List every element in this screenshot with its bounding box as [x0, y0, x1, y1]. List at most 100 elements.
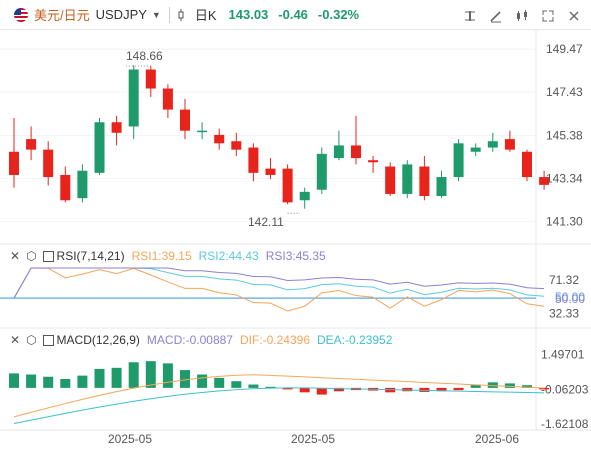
- macd-histogram-bar: [282, 387, 293, 390]
- macd-legend: ✕ ⬡ MACD(12,26,9) MACD:-0.00887 DIF:-0.2…: [0, 331, 399, 349]
- chart-type-icon[interactable]: [512, 6, 531, 25]
- time-tick-label: 2025-05: [291, 432, 335, 446]
- pair-name[interactable]: 美元/日元: [34, 8, 90, 23]
- candle-body: [128, 69, 139, 127]
- time-tick-label: 2025-05: [108, 432, 152, 446]
- price-tick-label: 147.43: [546, 85, 583, 99]
- candle-body: [77, 170, 88, 199]
- macd-histogram-bar: [9, 373, 19, 388]
- candle-body: [9, 151, 19, 175]
- chart-header: 美元/日元 USDJPY ▼ 日K 143.03 -0.46 -0.32%: [0, 0, 591, 30]
- macd-histogram-bar: [487, 382, 498, 388]
- dif-value: DIF:-0.24396: [239, 333, 311, 347]
- rsi-current-label: 50.00: [555, 292, 585, 306]
- macd-histogram-bar: [316, 387, 327, 395]
- price-axis: 149.47 147.43 145.38 143.34 141.30: [546, 42, 583, 228]
- candle-body: [214, 134, 225, 144]
- candle-body: [180, 109, 190, 131]
- macd-histogram-bar: [453, 387, 464, 391]
- macd-histogram-bar: [77, 375, 88, 388]
- macd-histogram-bar: [539, 387, 550, 390]
- macd-histogram-bar: [145, 361, 156, 388]
- candle-body: [60, 174, 71, 201]
- candle-body: [282, 168, 293, 203]
- candle-body: [333, 145, 344, 159]
- candle-body: [453, 143, 464, 178]
- high-annotation: 148.66: [126, 49, 163, 63]
- last-price: 143.03: [228, 7, 269, 22]
- candlestick-series: [9, 65, 550, 214]
- macd-panel: 1.49701 -0.06203 -1.62108: [9, 348, 589, 431]
- macd-tick-label: -0.06203: [541, 382, 589, 396]
- dea-line: [13, 387, 545, 425]
- candle-body: [504, 139, 515, 150]
- macd-histogram-bar: [26, 374, 37, 388]
- price-change-percent: -0.32%: [317, 7, 360, 22]
- indicator-checkbox[interactable]: [42, 250, 54, 262]
- rsi1-value: RSI1:39.15: [131, 249, 192, 263]
- price-change: -0.46: [278, 7, 308, 22]
- macd-histogram-bar: [214, 377, 225, 388]
- macd-tick-label: -1.62108: [541, 417, 589, 431]
- macd-histogram-bar: [299, 387, 310, 393]
- candle-body: [351, 145, 361, 159]
- toolbar: [460, 6, 583, 25]
- rsi2-value: RSI2:44.43: [198, 249, 259, 263]
- us-flag-icon: [14, 7, 28, 22]
- rsi3-value: RSI3:45.35: [265, 249, 326, 263]
- close-icon[interactable]: [564, 6, 583, 25]
- price-tick-label: 149.47: [546, 42, 583, 56]
- candle-body: [265, 168, 276, 175]
- draw-pen-icon[interactable]: [486, 6, 505, 25]
- macd-histogram-bar: [436, 387, 447, 392]
- macd-histogram-bar: [197, 374, 208, 388]
- candle-body: [162, 88, 173, 110]
- chevron-down-icon[interactable]: ▼: [151, 9, 161, 20]
- candle-body: [26, 139, 37, 150]
- low-annotation: 142.11: [248, 215, 284, 229]
- macd-histogram-bar: [470, 384, 481, 388]
- settings-icon[interactable]: ⬡: [26, 333, 37, 347]
- macd-histogram-bar: [162, 363, 173, 388]
- candle-body: [43, 149, 54, 178]
- macd-label: MACD(12,26,9): [56, 333, 140, 347]
- candlestick-icon[interactable]: [178, 8, 192, 21]
- macd-histogram-bar: [60, 378, 71, 388]
- macd-histogram-bar: [180, 370, 190, 388]
- grid: [0, 30, 591, 430]
- candle-body: [487, 141, 498, 148]
- fullscreen-icon[interactable]: [538, 6, 557, 25]
- candle-body: [419, 166, 430, 197]
- symbol-code[interactable]: USDJPY: [95, 7, 147, 22]
- candle-body: [385, 166, 396, 194]
- candle-body: [299, 191, 310, 201]
- rsi3-line: [13, 267, 545, 299]
- candle-body: [231, 141, 242, 150]
- macd-histogram-bar: [231, 381, 242, 388]
- indicator-settings-icon[interactable]: [460, 6, 479, 25]
- candle-body: [436, 177, 447, 197]
- candle-body: [94, 122, 105, 173]
- close-icon[interactable]: ✕: [10, 333, 21, 347]
- price-tick-label: 141.30: [546, 214, 583, 228]
- macd-histogram-bar: [111, 367, 122, 388]
- macd-histogram-bar: [522, 385, 532, 388]
- dea-value: DEA:-0.23952: [317, 333, 393, 347]
- dif-line: [13, 374, 545, 418]
- rsi1-line: [13, 267, 545, 312]
- settings-icon[interactable]: ⬡: [26, 249, 37, 263]
- rsi-tick-label: 32.33: [549, 306, 579, 320]
- macd-histogram-bar: [94, 368, 105, 388]
- candle-body: [145, 69, 156, 89]
- rsi-current-label: 50.00: [555, 290, 585, 304]
- indicator-checkbox[interactable]: [42, 334, 54, 346]
- close-icon[interactable]: ✕: [10, 249, 21, 263]
- candle-body: [368, 160, 379, 163]
- divider: [168, 6, 170, 23]
- time-tick-label: 2025-06: [475, 432, 519, 446]
- macd-value: MACD:-0.00887: [146, 333, 233, 347]
- rsi-legend: ✕ ⬡ RSI(7,14,21) RSI1:39.15 RSI2:44.43 R…: [0, 247, 333, 265]
- candle-body: [316, 153, 327, 190]
- timeframe-selector[interactable]: 日K: [194, 8, 217, 23]
